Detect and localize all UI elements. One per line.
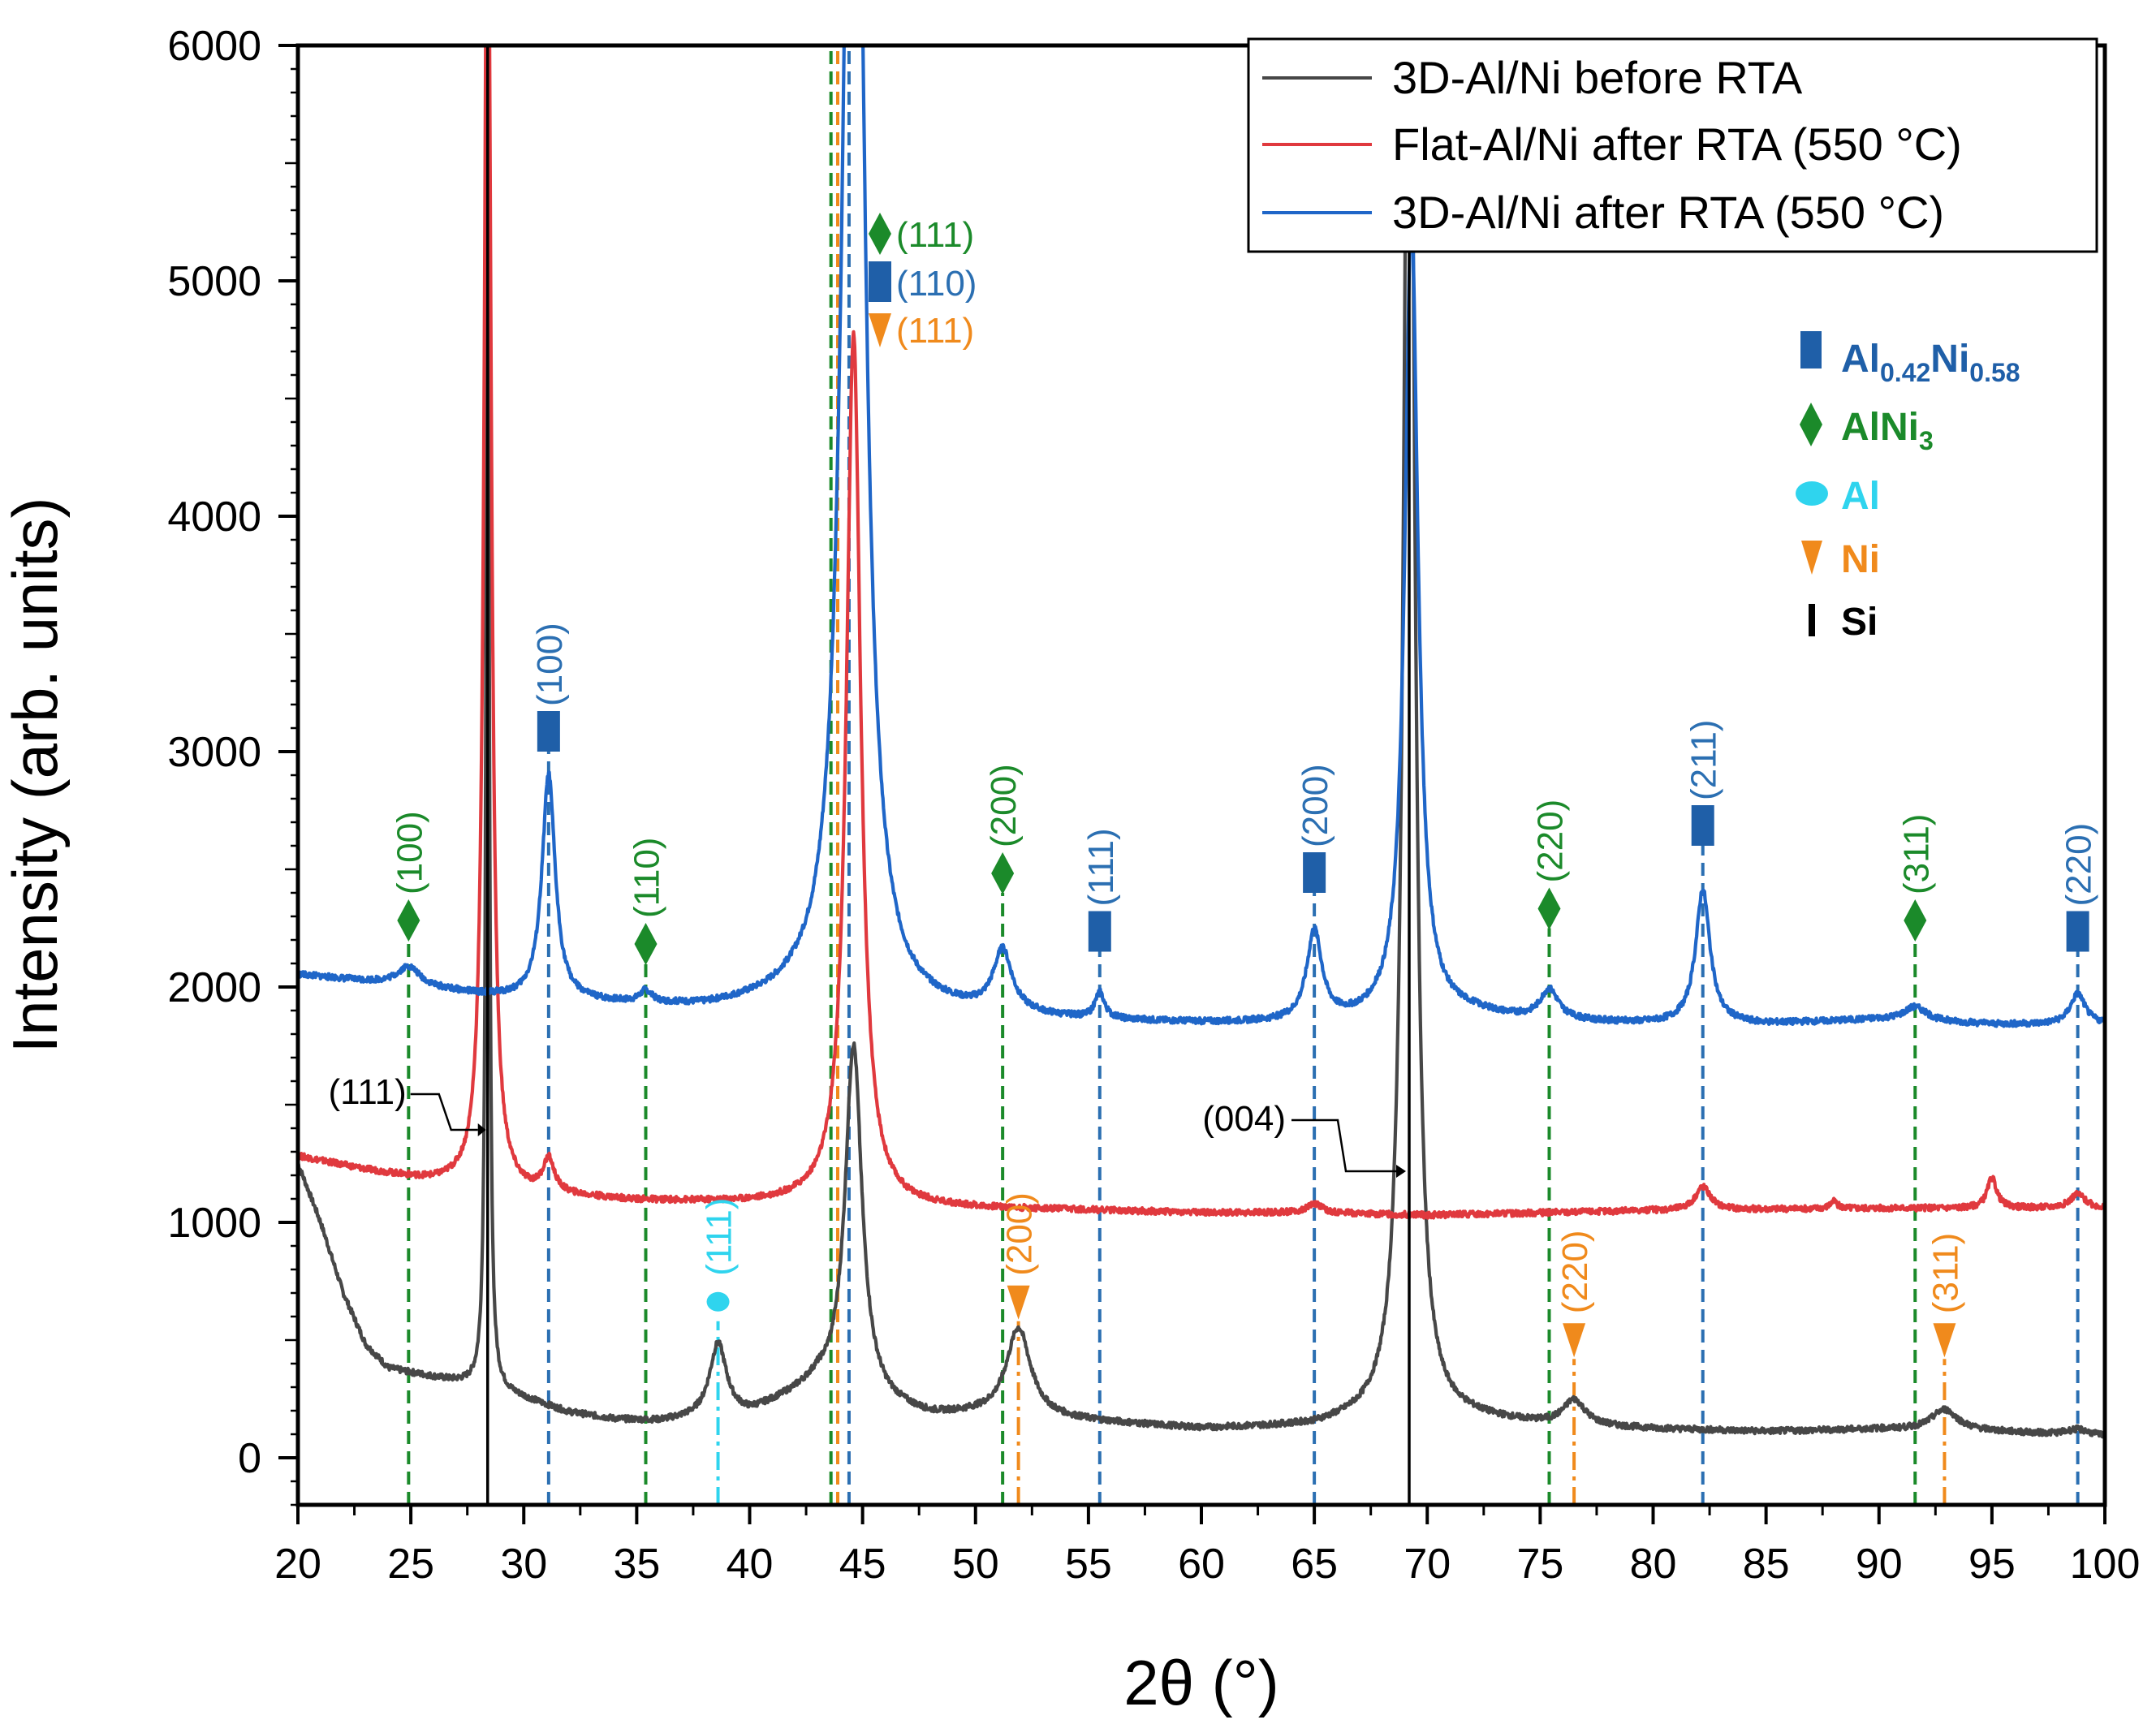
hkl-label-al0-42ni0-58-82-2: (211): [1684, 720, 1724, 800]
hkl-label-al0-42ni0-58-65: (200): [1296, 764, 1335, 847]
phase-legend-si: Si: [1841, 601, 1878, 644]
x-tick-label-95: 95: [1968, 1541, 2016, 1588]
hkl-label-alni3-24-9: (100): [390, 811, 429, 894]
x-tick-label-55: 55: [1065, 1541, 1112, 1588]
hkl-label-ni-92-9: (311): [1925, 1233, 1965, 1313]
hkl-label-ni-51-9: (200): [1000, 1192, 1040, 1276]
y-axis-title: Intensity (arb. units): [0, 498, 71, 1054]
marker-ni-92-9: [1933, 1323, 1956, 1358]
peak-group-label-ni: (111): [896, 311, 974, 351]
legend-label-before-rta: 3D-Al/Ni before RTA: [1392, 52, 1803, 103]
hkl-label-al0-42ni0-58-31-1: (100): [530, 623, 570, 706]
x-tick-label-65: 65: [1291, 1541, 1338, 1588]
y-tick-label-6000: 6000: [167, 23, 261, 70]
marker-ni-51-9: [1007, 1285, 1030, 1320]
marker-alni3-35-4: [634, 923, 658, 965]
hkl-label-al0-42ni0-58-98-8: (220): [2059, 823, 2099, 907]
marker-al0-42ni0-58-65: [1303, 852, 1326, 893]
phase-legend-triangle-icon: [1801, 541, 1822, 575]
series-line-flat-al-ni-after-rta-550-c: [298, 45, 2105, 1220]
x-tick-label-50: 50: [952, 1541, 999, 1588]
marker-al0-42ni0-58-31-1: [537, 711, 560, 752]
phase-legend-al: Al: [1841, 475, 1880, 518]
peak-group-label-al0-42ni0-58: (110): [896, 264, 977, 304]
phase-legend-square-icon: [1800, 331, 1822, 369]
series-legend: 3D-Al/Ni before RTA Flat-Al/Ni after RTA…: [1247, 37, 2098, 253]
phase-legend: Al0.42Ni0.58 AlNi3 Al Ni Si: [1796, 331, 2020, 644]
si-callout-111: [410, 1093, 478, 1131]
x-tick-label-30: 30: [500, 1541, 547, 1588]
legend-label-flat-after-rta: Flat-Al/Ni after RTA (550 °C): [1392, 119, 1962, 170]
marker-alni3-75-4: [1537, 887, 1561, 930]
marker-al0-42ni0-58-98-8: [2066, 911, 2089, 952]
si-label-111: (111): [329, 1072, 407, 1112]
x-tick-label-90: 90: [1856, 1541, 1903, 1588]
marker-alni3-51-2: [991, 852, 1015, 894]
hkl-label-al-38-6: (111): [700, 1198, 740, 1276]
reference-lines: [407, 45, 2080, 1505]
hkl-label-al0-42ni0-58-55-5: (111): [1081, 828, 1121, 906]
series-line-3d-al-ni-before-rta: [298, 45, 2105, 1439]
marker-al-38-6: [706, 1291, 730, 1312]
plot-frame: [295, 43, 2107, 1507]
hkl-label-alni3-35-4: (110): [627, 838, 667, 918]
phase-legend-alni3: AlNi3: [1841, 406, 1934, 455]
x-tick-label-20: 20: [274, 1541, 321, 1588]
si-layer: (111) (004): [329, 45, 1411, 1505]
legend-label-3d-after-rta: 3D-Al/Ni after RTA (550 °C): [1392, 187, 1944, 238]
x-tick-label-70: 70: [1404, 1541, 1451, 1588]
x-tick-label-75: 75: [1516, 1541, 1563, 1588]
hkl-label-alni3-91-6: (311): [1896, 814, 1936, 894]
si-arrowhead-004: [1395, 1165, 1406, 1178]
marker-al0-42ni0-58-55-5: [1088, 911, 1111, 952]
series-layer: [298, 45, 2105, 1439]
peak-group-label-alni3: (111): [896, 215, 974, 255]
y-tick-label-0: 0: [238, 1435, 261, 1482]
legend-box: [1247, 37, 2098, 253]
phase-legend-ni: Ni: [1841, 538, 1880, 581]
y-tick-label-2000: 2000: [167, 964, 261, 1011]
peak-group-marker-al0-42ni0-58: [869, 261, 891, 302]
marker-alni3-91-6: [1904, 899, 1927, 942]
hkl-label-alni3-75-4: (220): [1531, 800, 1571, 883]
series-line-3d-al-ni-after-rta-550-c: [298, 45, 2105, 1028]
x-tick-label-60: 60: [1178, 1541, 1225, 1588]
si-arrowhead-111: [477, 1123, 486, 1136]
x-tick-label-40: 40: [727, 1541, 774, 1588]
y-tick-label-3000: 3000: [167, 729, 261, 776]
hkl-label-ni-76-5: (220): [1555, 1230, 1595, 1313]
x-tick-label-80: 80: [1630, 1541, 1677, 1588]
y-tick-label-1000: 1000: [167, 1200, 261, 1247]
phase-legend-diamond-icon: [1800, 403, 1822, 446]
y-tick-label-5000: 5000: [167, 258, 261, 305]
x-tick-label-35: 35: [613, 1541, 660, 1588]
x-axis-title: 2θ (°): [1123, 1647, 1279, 1718]
phase-legend-bar-icon: [1809, 604, 1815, 636]
si-label-004: (004): [1202, 1099, 1286, 1139]
phase-legend-al042ni058: Al0.42Ni0.58: [1841, 338, 2020, 387]
marker-alni3-24-9: [397, 899, 420, 942]
axis-ticks: 20 25 30 35 40 45 50 55 60 65 70 75 80 85 90 95 10001000…: [167, 23, 2140, 1588]
marker-al0-42ni0-58-82-2: [1691, 805, 1714, 846]
x-tick-label-100: 100: [2070, 1541, 2141, 1588]
si-callout-004: [1291, 1118, 1398, 1173]
peak-group-marker-alni3: [869, 213, 891, 255]
y-tick-label-4000: 4000: [167, 493, 261, 541]
marker-ni-76-5: [1563, 1323, 1586, 1358]
phase-markers: (100) (100) (110) (111) (200) (200) (111) (200)…: [390, 213, 2099, 1358]
x-tick-label-85: 85: [1743, 1541, 1790, 1588]
peak-group-marker-ni: [869, 313, 891, 347]
x-tick-label-25: 25: [387, 1541, 434, 1588]
x-tick-label-45: 45: [839, 1541, 886, 1588]
phase-legend-ellipse-icon: [1796, 481, 1828, 506]
hkl-label-alni3-51-2: (200): [984, 764, 1024, 847]
